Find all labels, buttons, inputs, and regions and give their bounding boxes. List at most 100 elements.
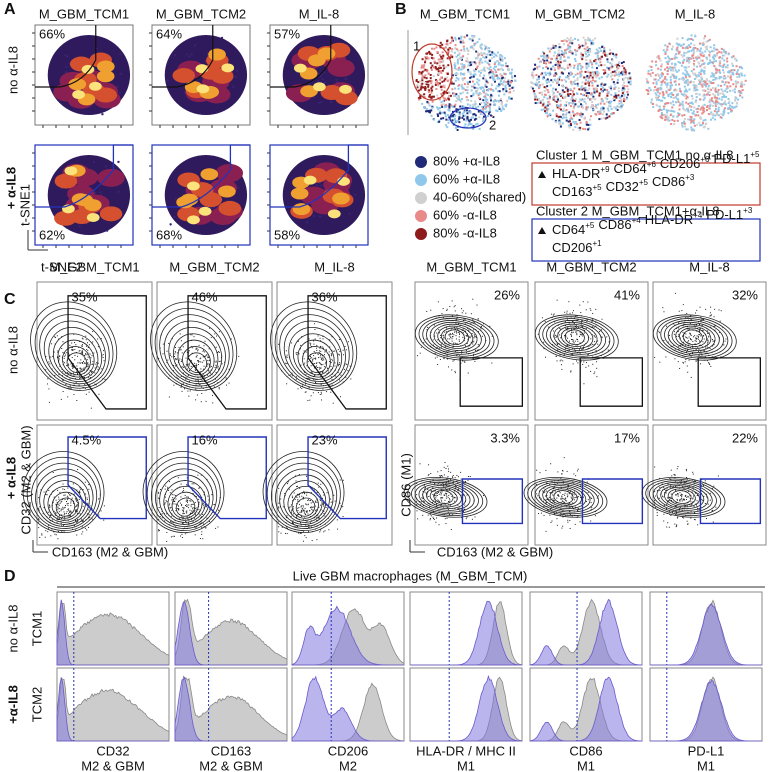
cell bbox=[710, 75, 712, 77]
cell bbox=[481, 62, 483, 64]
event-dot bbox=[350, 366, 351, 367]
event-dot bbox=[59, 355, 60, 356]
cell bbox=[679, 104, 681, 106]
cell bbox=[587, 71, 589, 73]
event-dot bbox=[295, 526, 296, 527]
cell bbox=[553, 55, 555, 57]
cell bbox=[684, 73, 686, 75]
cell bbox=[685, 80, 687, 82]
event-dot bbox=[205, 527, 206, 528]
cell bbox=[578, 44, 580, 46]
cell bbox=[490, 94, 492, 96]
cell bbox=[569, 42, 571, 44]
cell bbox=[564, 91, 566, 93]
cell bbox=[661, 117, 663, 119]
cell bbox=[599, 61, 601, 63]
cell bbox=[546, 82, 548, 84]
cell bbox=[430, 82, 432, 84]
cell bbox=[713, 47, 715, 49]
cell bbox=[586, 75, 588, 77]
event-dot bbox=[49, 402, 50, 403]
event-dot bbox=[331, 502, 332, 503]
cell bbox=[450, 95, 452, 97]
event-dot bbox=[213, 504, 214, 505]
cell bbox=[694, 85, 696, 87]
cell bbox=[671, 48, 673, 50]
cell bbox=[616, 105, 618, 107]
cell bbox=[546, 112, 548, 114]
cell bbox=[705, 46, 707, 48]
cell bbox=[604, 72, 606, 74]
cell bbox=[443, 67, 445, 69]
cell bbox=[624, 85, 626, 87]
event-dot bbox=[175, 495, 176, 496]
event-dot bbox=[72, 357, 73, 358]
cell bbox=[481, 106, 483, 108]
event-dot bbox=[91, 364, 92, 365]
cell bbox=[538, 98, 540, 100]
cell bbox=[457, 62, 459, 64]
cell bbox=[714, 118, 716, 120]
event-dot bbox=[238, 356, 239, 357]
event-dot bbox=[304, 512, 305, 513]
cell bbox=[582, 128, 584, 130]
cell bbox=[720, 113, 722, 115]
cell bbox=[731, 110, 733, 112]
cell bbox=[630, 81, 632, 83]
cell bbox=[428, 73, 430, 75]
density-core bbox=[197, 84, 210, 93]
cell bbox=[707, 87, 709, 89]
cell bbox=[451, 48, 453, 50]
event-dot bbox=[49, 507, 50, 508]
cell bbox=[598, 77, 600, 79]
marker-name: CD86 bbox=[652, 174, 685, 189]
cell bbox=[657, 73, 659, 75]
cell bbox=[716, 103, 718, 105]
cell bbox=[429, 94, 431, 96]
cell bbox=[674, 80, 676, 82]
cell bbox=[693, 60, 695, 62]
cell bbox=[673, 111, 675, 113]
cell bbox=[660, 116, 662, 118]
cell bbox=[667, 110, 669, 112]
cell bbox=[430, 77, 432, 79]
event-dot bbox=[195, 515, 196, 516]
event-dot bbox=[41, 535, 42, 536]
cell bbox=[669, 89, 671, 91]
cell bbox=[489, 110, 491, 112]
cell bbox=[442, 60, 444, 62]
cell bbox=[649, 87, 651, 89]
cell bbox=[719, 72, 721, 74]
cell bbox=[479, 75, 481, 77]
event-dot bbox=[206, 401, 207, 402]
event-dot bbox=[181, 484, 182, 485]
event-dot bbox=[322, 364, 323, 365]
cell bbox=[675, 76, 677, 78]
event-dot bbox=[304, 511, 305, 512]
event-dot bbox=[206, 354, 207, 355]
cell bbox=[562, 52, 564, 54]
event-dot bbox=[301, 525, 302, 526]
event-dot bbox=[166, 532, 167, 533]
cell bbox=[655, 89, 657, 91]
panel-label: D bbox=[4, 568, 16, 585]
cell bbox=[470, 100, 472, 102]
cell bbox=[673, 123, 675, 125]
cell bbox=[713, 76, 715, 78]
cell bbox=[473, 48, 475, 50]
cell bbox=[709, 51, 711, 53]
cell bbox=[538, 76, 540, 78]
cell bbox=[505, 81, 507, 83]
cell bbox=[588, 84, 590, 86]
cell bbox=[729, 77, 731, 79]
cell bbox=[666, 91, 668, 93]
event-dot bbox=[47, 494, 48, 495]
event-dot bbox=[59, 515, 60, 516]
cell bbox=[470, 119, 472, 121]
cell bbox=[439, 65, 441, 67]
cell bbox=[474, 73, 476, 75]
cell bbox=[561, 85, 563, 87]
event-dot bbox=[329, 351, 330, 352]
event-dot bbox=[185, 533, 186, 534]
cell bbox=[672, 94, 674, 96]
